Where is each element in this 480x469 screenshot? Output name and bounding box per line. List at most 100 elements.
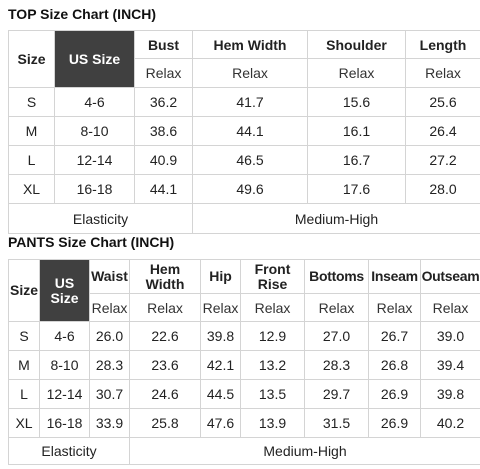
value-cell: 36.2 — [134, 87, 193, 117]
table-row: S 4-6 26.0 22.6 39.8 12.9 27.0 26.7 39.0 — [8, 321, 480, 351]
us-size-cell: 4-6 — [39, 321, 90, 351]
us-size-cell: 8-10 — [54, 116, 135, 146]
value-cell: 26.4 — [405, 116, 480, 146]
value-cell: 39.4 — [420, 350, 480, 380]
value-cell: 39.8 — [200, 321, 241, 351]
value-cell: 39.8 — [420, 379, 480, 409]
pants-elasticity-label: Elasticity — [8, 437, 130, 465]
top-chart-title: TOP Size Chart (INCH) — [8, 6, 157, 22]
value-cell: 42.1 — [200, 350, 241, 380]
pants-sub-front-rise: Relax — [240, 293, 305, 322]
value-cell: 27.2 — [405, 145, 480, 175]
pants-size-table: Size US Size Waist Hem Width Hip Front R… — [8, 259, 480, 465]
value-cell: 26.9 — [368, 408, 421, 438]
value-cell: 25.8 — [129, 408, 201, 438]
value-cell: 33.9 — [89, 408, 130, 438]
table-row: L 12-14 40.9 46.5 16.7 27.2 — [8, 145, 480, 175]
pants-sub-outseam: Relax — [420, 293, 480, 322]
value-cell: 24.6 — [129, 379, 201, 409]
pants-col-hem-width: Hem Width — [129, 259, 201, 294]
value-cell: 41.7 — [192, 87, 308, 117]
table-row: L 12-14 30.7 24.6 44.5 13.5 29.7 26.9 39… — [8, 379, 480, 409]
value-cell: 30.7 — [89, 379, 130, 409]
value-cell: 28.3 — [304, 350, 369, 380]
pants-col-inseam: Inseam — [368, 259, 421, 294]
value-cell: 16.7 — [307, 145, 406, 175]
value-cell: 22.6 — [129, 321, 201, 351]
top-subheader-row: Relax Relax Relax Relax — [9, 58, 480, 88]
pants-sub-bottoms: Relax — [304, 293, 369, 322]
top-col-hem-width: Hem Width — [192, 30, 308, 59]
value-cell: 17.6 — [307, 174, 406, 204]
top-us-size-header: US Size — [54, 30, 135, 88]
value-cell: 46.5 — [192, 145, 308, 175]
value-cell: 44.5 — [200, 379, 241, 409]
top-col-shoulder: Shoulder — [307, 30, 406, 59]
top-sub-length: Relax — [405, 58, 480, 88]
value-cell: 44.1 — [192, 116, 308, 146]
top-sub-hem-width: Relax — [192, 58, 308, 88]
size-cell: S — [8, 87, 55, 117]
value-cell: 26.7 — [368, 321, 421, 351]
value-cell: 31.5 — [304, 408, 369, 438]
value-cell: 15.6 — [307, 87, 406, 117]
value-cell: 13.5 — [240, 379, 305, 409]
table-row: XL 16-18 33.9 25.8 47.6 13.9 31.5 26.9 4… — [8, 408, 480, 438]
top-elasticity-value: Medium-High — [192, 203, 480, 234]
top-size-table: Size US Size Bust Hem Width Shoulder Len… — [8, 30, 480, 234]
table-row: M 8-10 28.3 23.6 42.1 13.2 28.3 26.8 39.… — [8, 350, 480, 380]
top-sub-bust: Relax — [134, 58, 193, 88]
top-col-bust: Bust — [134, 30, 193, 59]
table-row: M 8-10 38.6 44.1 16.1 26.4 — [8, 116, 480, 146]
pants-col-hip: Hip — [200, 259, 241, 294]
value-cell: 28.0 — [405, 174, 480, 204]
size-cell: L — [8, 145, 55, 175]
pants-sub-waist: Relax — [89, 293, 130, 322]
value-cell: 26.9 — [368, 379, 421, 409]
us-size-cell: 4-6 — [54, 87, 135, 117]
value-cell: 40.2 — [420, 408, 480, 438]
size-cell: L — [8, 379, 40, 409]
pants-sub-hip: Relax — [200, 293, 241, 322]
pants-size-header: Size — [8, 259, 40, 322]
value-cell: 44.1 — [134, 174, 193, 204]
top-col-length: Length — [405, 30, 480, 59]
size-cell: M — [8, 116, 55, 146]
value-cell: 16.1 — [307, 116, 406, 146]
top-elasticity-label: Elasticity — [8, 203, 193, 234]
us-size-cell: 12-14 — [54, 145, 135, 175]
us-size-cell: 12-14 — [39, 379, 90, 409]
pants-elasticity-row: Elasticity Medium-High — [8, 437, 480, 465]
pants-header-row: Size US Size Waist Hem Width Hip Front R… — [8, 259, 480, 322]
value-cell: 40.9 — [134, 145, 193, 175]
table-row: XL 16-18 44.1 49.6 17.6 28.0 — [8, 174, 480, 204]
top-sub-shoulder: Relax — [307, 58, 406, 88]
top-header-row: Size US Size Bust Hem Width Shoulder Len… — [8, 30, 480, 88]
value-cell: 38.6 — [134, 116, 193, 146]
pants-col-front-rise: Front Rise — [240, 259, 305, 294]
size-cell: XL — [8, 408, 40, 438]
value-cell: 29.7 — [304, 379, 369, 409]
top-size-header: Size — [8, 30, 55, 88]
value-cell: 23.6 — [129, 350, 201, 380]
us-size-cell: 16-18 — [54, 174, 135, 204]
pants-col-outseam: Outseam — [420, 259, 480, 294]
pants-sub-inseam: Relax — [368, 293, 421, 322]
pants-elasticity-value: Medium-High — [129, 437, 480, 465]
pants-chart-title: PANTS Size Chart (INCH) — [8, 234, 175, 250]
value-cell: 25.6 — [405, 87, 480, 117]
pants-col-waist: Waist — [89, 259, 130, 294]
value-cell: 13.2 — [240, 350, 305, 380]
size-cell: M — [8, 350, 40, 380]
value-cell: 27.0 — [304, 321, 369, 351]
value-cell: 26.8 — [368, 350, 421, 380]
us-size-cell: 16-18 — [39, 408, 90, 438]
pants-sub-hem-width: Relax — [129, 293, 201, 322]
value-cell: 39.0 — [420, 321, 480, 351]
value-cell: 47.6 — [200, 408, 241, 438]
value-cell: 13.9 — [240, 408, 305, 438]
pants-us-size-header: US Size — [39, 259, 90, 322]
top-elasticity-row: Elasticity Medium-High — [8, 203, 480, 234]
value-cell: 49.6 — [192, 174, 308, 204]
us-size-cell: 8-10 — [39, 350, 90, 380]
